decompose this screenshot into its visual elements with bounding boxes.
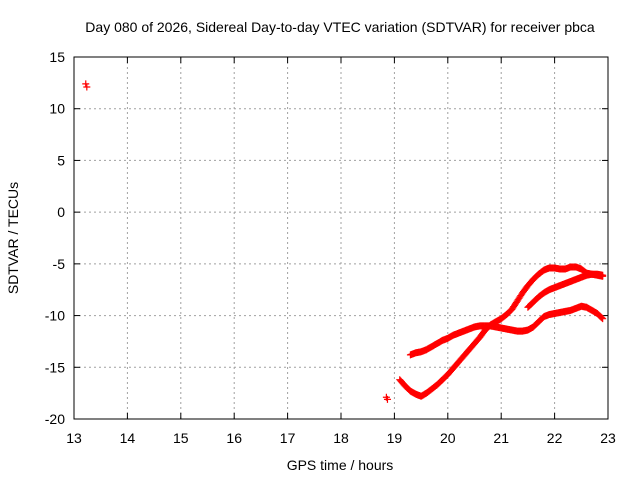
y-tick-label: -5 [53,256,66,272]
y-tick-label: 5 [57,152,65,168]
series-isolated-points [82,80,391,403]
data-points [82,80,607,403]
chart-title: Day 080 of 2026, Sidereal Day-to-day VTE… [85,19,595,35]
x-tick-label: 23 [600,430,616,446]
y-axis-label: SDTVAR / TECUs [5,182,21,294]
y-tick-label: 0 [57,204,65,220]
x-tick-label: 16 [226,430,242,446]
x-tick-label: 14 [120,430,136,446]
data-point [82,80,90,88]
data-point [599,315,607,323]
x-tick-label: 18 [333,430,349,446]
x-tick-label: 21 [493,430,509,446]
series-track-b [406,302,607,359]
y-tick-label: -10 [45,308,65,324]
x-tick-label: 15 [173,430,189,446]
y-tick-label: 15 [49,49,65,65]
data-point [83,83,91,91]
y-tick-label: 10 [49,101,65,117]
x-tick-label: 13 [66,430,82,446]
x-axis-label: GPS time / hours [287,457,394,473]
x-tick-label: 17 [280,430,296,446]
data-point [599,271,607,279]
x-tick-label: 19 [387,430,403,446]
data-point-interp [598,314,606,322]
x-tick-label: 22 [547,430,563,446]
data-point [383,395,391,403]
x-tick-label: 20 [440,430,456,446]
y-tick-label: -20 [45,411,65,427]
y-tick-label: -15 [45,359,65,375]
grid-lines [74,57,608,419]
axis-ticks: 13 14 15 16 17 18 19 20 21 22 23 -20 -15 -10 -5 0 5 10 15 [45,49,616,446]
series-track-c [524,270,607,311]
